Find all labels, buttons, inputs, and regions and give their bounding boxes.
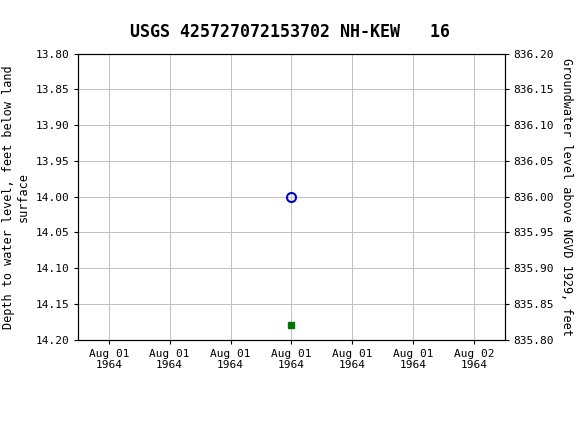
Text: USGS 425727072153702 NH-KEW   16: USGS 425727072153702 NH-KEW 16	[130, 23, 450, 41]
Y-axis label: Depth to water level, feet below land
surface: Depth to water level, feet below land su…	[2, 65, 30, 329]
Text: ╳USGS: ╳USGS	[9, 8, 75, 29]
Y-axis label: Groundwater level above NGVD 1929, feet: Groundwater level above NGVD 1929, feet	[560, 58, 572, 336]
